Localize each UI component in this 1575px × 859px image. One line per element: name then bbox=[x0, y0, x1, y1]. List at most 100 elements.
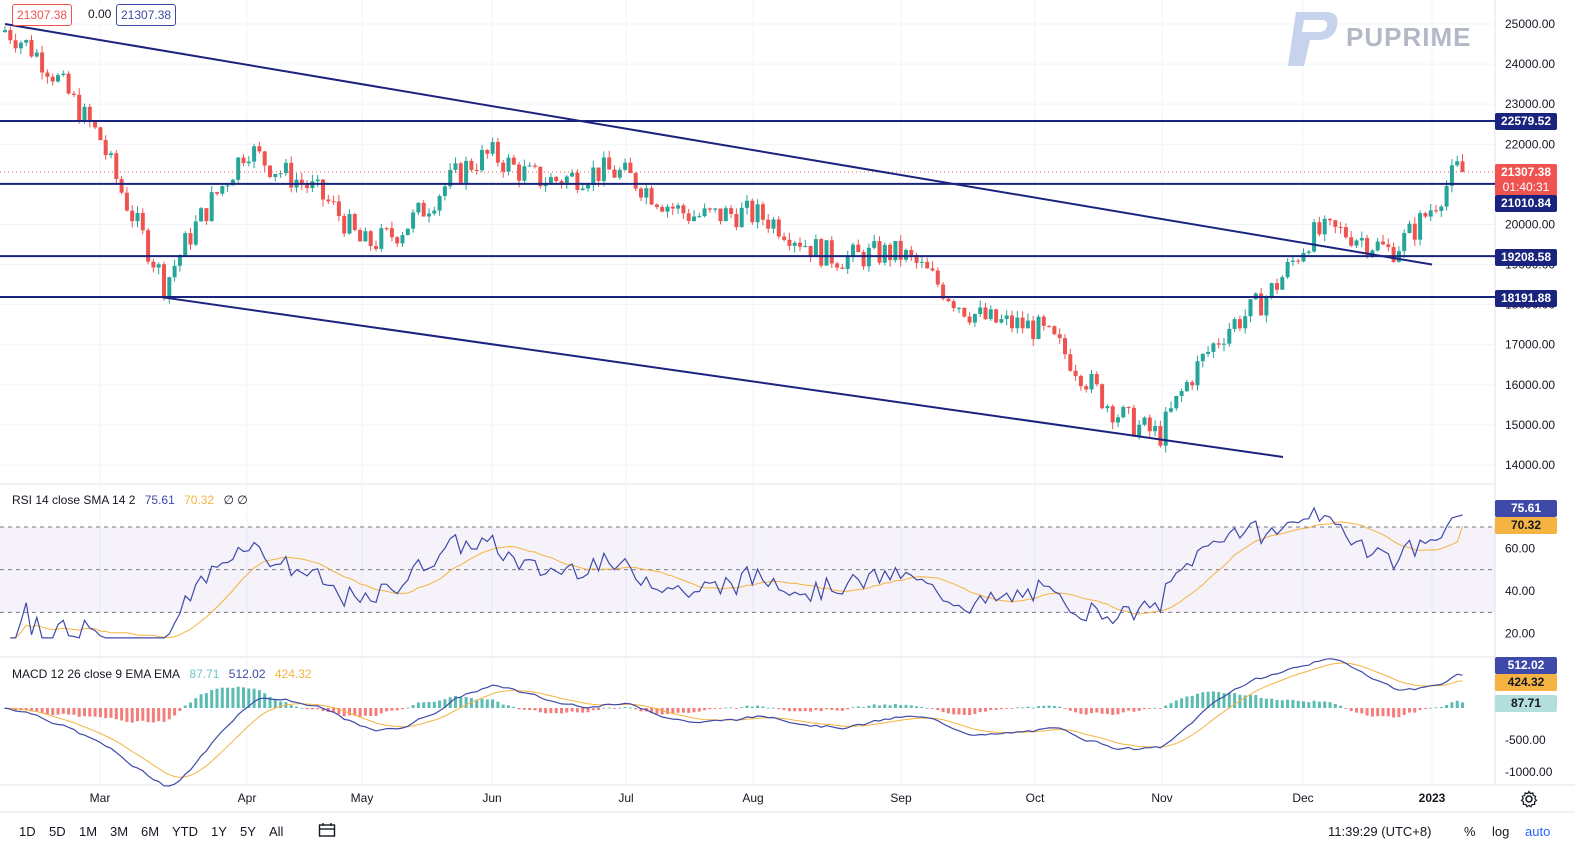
candle-body bbox=[628, 162, 633, 174]
macd-legend[interactable]: MACD 12 26 close 9 EMA EMA 87.71 512.02 … bbox=[12, 667, 318, 681]
macd-histogram-bar bbox=[809, 708, 813, 712]
candle-body bbox=[24, 39, 29, 43]
candle-body bbox=[1264, 297, 1269, 316]
candle-body bbox=[639, 188, 643, 198]
price-axis-tick-label: 24000.00 bbox=[1505, 57, 1555, 71]
macd-histogram-bar bbox=[1047, 705, 1051, 708]
candle-body bbox=[464, 160, 469, 183]
macd-histogram-bar bbox=[1312, 700, 1316, 708]
macd-histogram-bar bbox=[586, 708, 590, 713]
candle-body bbox=[1137, 424, 1142, 437]
candle-body bbox=[1105, 406, 1110, 409]
macd-histogram-bar bbox=[422, 702, 426, 708]
candle-body bbox=[432, 210, 437, 214]
macd-histogram-bar bbox=[183, 705, 187, 708]
date-range-calendar-icon[interactable] bbox=[318, 822, 336, 841]
macd-histogram-bar bbox=[782, 708, 786, 711]
macd-histogram-bar bbox=[130, 708, 134, 723]
candle-body bbox=[13, 40, 18, 49]
macd-histogram-bar bbox=[538, 708, 542, 713]
macd-histogram-bar bbox=[321, 708, 325, 711]
candle-body bbox=[1354, 240, 1359, 246]
range-5y-button[interactable]: 5Y bbox=[240, 824, 256, 839]
rsi-legend[interactable]: RSI 14 close SMA 14 2 75.61 70.32 ∅ ∅ bbox=[12, 493, 254, 507]
macd-histogram-bar bbox=[1423, 708, 1427, 709]
header-change-value: 0.00 bbox=[84, 4, 116, 24]
price-axis-tick-label: 16000.00 bbox=[1505, 378, 1555, 392]
auto-scale-toggle[interactable]: auto bbox=[1525, 824, 1551, 839]
macd-histogram-bar bbox=[692, 708, 696, 713]
candle-body bbox=[1439, 206, 1444, 211]
time-axis-label: Aug bbox=[742, 791, 763, 805]
macd-histogram-bar bbox=[1068, 708, 1072, 711]
candle-body bbox=[395, 237, 400, 244]
macd-histogram-bar bbox=[1381, 708, 1385, 717]
candle-body bbox=[967, 316, 972, 323]
candle-body bbox=[1116, 417, 1120, 423]
macd-histogram-bar bbox=[295, 706, 298, 708]
rsi-legend-value: 75.61 bbox=[144, 493, 175, 507]
macd-histogram-bar bbox=[141, 708, 145, 721]
macd-histogram-bar bbox=[1370, 708, 1374, 717]
candle-body bbox=[1412, 223, 1417, 240]
rsi-legend-extra: ∅ ∅ bbox=[223, 493, 248, 507]
candle-body bbox=[1407, 223, 1412, 233]
macd-histogram-bar bbox=[830, 708, 834, 710]
lower-channel-trendline bbox=[159, 295, 1284, 458]
candle-body bbox=[1455, 161, 1460, 166]
candle-body bbox=[570, 172, 575, 177]
macd-value-tag: 512.02 bbox=[1495, 657, 1557, 674]
candle-body bbox=[1073, 370, 1078, 377]
macd-histogram-bar bbox=[687, 708, 691, 713]
price-axis-tick-label: 15000.00 bbox=[1505, 418, 1555, 432]
candle-body bbox=[1147, 417, 1152, 432]
macd-histogram-bar bbox=[925, 707, 929, 709]
candle-body bbox=[225, 185, 230, 187]
macd-histogram-bar bbox=[549, 708, 553, 714]
macd-histogram-bar bbox=[1010, 708, 1014, 709]
candle-body bbox=[1243, 316, 1248, 329]
macd-histogram-bar bbox=[846, 708, 850, 710]
candle-body bbox=[813, 239, 818, 257]
range-1d-button[interactable]: 1D bbox=[19, 824, 36, 839]
rsi-legend-title: RSI 14 close SMA 14 2 bbox=[12, 493, 136, 507]
trendlines-layer bbox=[0, 23, 1495, 458]
candle-body bbox=[326, 199, 331, 202]
macd-histogram-bar bbox=[1105, 708, 1109, 714]
macd-histogram-bar bbox=[517, 708, 521, 710]
candle-body bbox=[1190, 382, 1195, 386]
header-open-value: 21307.38 bbox=[12, 4, 73, 26]
candle-body bbox=[649, 188, 654, 205]
range-ytd-button[interactable]: YTD bbox=[172, 824, 198, 839]
candle-body bbox=[824, 240, 829, 266]
range-3m-button[interactable]: 3M bbox=[110, 824, 129, 839]
percent-scale-toggle[interactable]: % bbox=[1464, 824, 1476, 839]
macd-histogram-bar bbox=[167, 708, 171, 720]
candle-body bbox=[230, 179, 235, 186]
settings-gear-icon[interactable] bbox=[1520, 790, 1538, 811]
candle-body bbox=[56, 75, 60, 82]
macd-histogram-bar bbox=[279, 701, 283, 708]
candle-body bbox=[87, 106, 92, 122]
macd-histogram-bar bbox=[93, 708, 97, 717]
log-scale-toggle[interactable]: log bbox=[1492, 824, 1510, 839]
macd-histogram-bar bbox=[1291, 699, 1295, 708]
range-1m-button[interactable]: 1M bbox=[79, 824, 98, 839]
candle-body bbox=[77, 94, 82, 122]
range-1y-button[interactable]: 1Y bbox=[211, 824, 227, 839]
macd-histogram-bar bbox=[136, 708, 139, 722]
macd-layer bbox=[3, 658, 1464, 787]
macd-histogram-bar bbox=[252, 688, 256, 708]
range-5d-button[interactable]: 5D bbox=[49, 824, 66, 839]
candle-body bbox=[718, 208, 723, 222]
candle-body bbox=[1386, 244, 1391, 248]
macd-histogram-bar bbox=[1227, 693, 1231, 708]
clock-time[interactable]: 11:39:29 (UTC+8) bbox=[1328, 824, 1432, 839]
range-all-button[interactable]: All bbox=[269, 824, 284, 839]
candle-body bbox=[729, 208, 734, 214]
macd-histogram-bar bbox=[332, 708, 336, 713]
candle-body bbox=[1010, 315, 1014, 329]
brand-logo-text: PUPRIME bbox=[1346, 22, 1472, 52]
range-6m-button[interactable]: 6M bbox=[141, 824, 160, 839]
